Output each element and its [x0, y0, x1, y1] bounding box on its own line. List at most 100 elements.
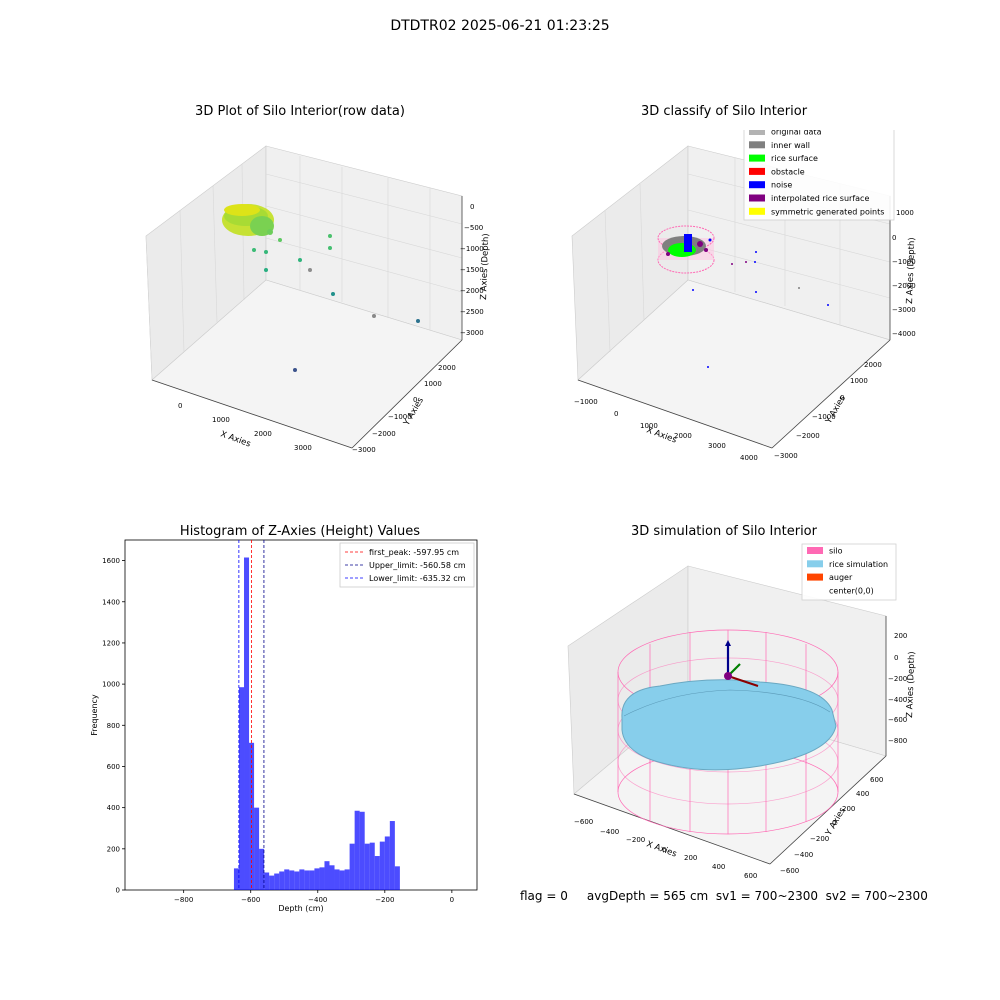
legend-swatch: [749, 130, 765, 135]
panel-2-title: 3D classify of Silo Interior: [640, 104, 808, 119]
histogram-bar: [289, 870, 295, 890]
y-tick-label: 1000: [102, 681, 120, 689]
classified-legend: original data inner wall rice surface obsta…: [743, 130, 895, 221]
x-tick-label: −800: [174, 896, 193, 904]
legend-label: silo: [829, 547, 843, 556]
sim-axis-ticks: −600 −400 −200 0 200 400 600 600 400 200…: [574, 632, 907, 880]
z-tick: 200: [894, 632, 907, 640]
z-tick: −1500: [460, 266, 484, 274]
legend-swatch: [749, 141, 765, 149]
histogram-bar: [339, 870, 345, 890]
z-tick: 0: [894, 654, 898, 662]
z-axis-label: Z Axies (Depth): [479, 233, 491, 300]
histogram-bar: [349, 843, 355, 890]
x-tick: 600: [744, 872, 757, 880]
x-tick: 0: [178, 402, 182, 410]
y-tick-label: 400: [107, 804, 120, 812]
x-tick-label: −600: [241, 896, 260, 904]
legend-swatch: [749, 167, 765, 175]
legend-label: symmetric generated points: [771, 207, 884, 216]
x-tick: 3000: [294, 444, 312, 452]
legend-label: center(0,0): [829, 586, 874, 595]
x-tick: 1000: [640, 422, 658, 430]
y-axis-label: Frequency: [90, 694, 99, 736]
plot-area: [124, 539, 478, 891]
status-footer: flag = 0 avgDepth = 565 cm sv1 = 700~230…: [520, 889, 928, 903]
histogram-bar: [389, 821, 395, 890]
y-tick: −3000: [774, 452, 798, 460]
y-axis-label: Y Axies: [401, 395, 426, 428]
y-tick: −1000: [388, 413, 412, 421]
y-tick: 200: [842, 805, 855, 813]
x-tick: 2000: [674, 432, 692, 440]
z-tick: −4000: [892, 330, 916, 338]
histogram-bar: [334, 869, 340, 890]
histogram-bar: [329, 865, 335, 890]
legend-label: Lower_limit: -635.32 cm: [369, 574, 466, 583]
x-axis-label: X Axies: [219, 429, 252, 449]
z-tick: 1000: [896, 209, 914, 217]
legend-swatch: [749, 154, 765, 162]
y-tick: 400: [856, 790, 869, 798]
histogram-bar: [244, 557, 250, 890]
z-tick: 0: [892, 234, 896, 242]
y-tick: 1000: [850, 377, 868, 385]
raw-axis-ticks: 0 1000 2000 3000 2000 1000 0 −1000 −2000…: [178, 203, 484, 454]
legend-label: rice simulation: [829, 560, 888, 569]
y-tick: 0: [413, 396, 417, 404]
raw-3d-scatter-plot: 0 1000 2000 3000 2000 1000 0 −1000 −2000…: [145, 145, 491, 454]
y-tick: −200: [810, 835, 829, 843]
histogram-bar: [264, 872, 270, 890]
classified-3d-scatter-plot: −1000 0 1000 2000 3000 4000 2000 1000 0 …: [571, 130, 917, 462]
x-tick: 0: [662, 846, 666, 854]
y-tick: −2000: [372, 430, 396, 438]
figure-title: DTDTR02 2025-06-21 01:23:25: [390, 18, 610, 34]
x-tick: 0: [614, 410, 618, 418]
x-tick: 2000: [254, 430, 272, 438]
histogram-bar: [359, 811, 365, 890]
x-tick: 400: [712, 863, 725, 871]
histogram-bar: [254, 807, 260, 890]
y-tick-label: 1400: [102, 598, 120, 606]
z-tick: −600: [888, 716, 907, 724]
auger: [724, 640, 759, 687]
z-tick: −500: [464, 224, 483, 232]
y-tick: −3000: [352, 446, 376, 454]
histogram-bar: [379, 841, 385, 890]
histogram-legend: first_peak: -597.95 cm Upper_limit: -560.…: [339, 542, 475, 588]
panel-3-title: Histogram of Z-Axies (Height) Values: [179, 524, 421, 539]
z-tick: 0: [470, 203, 474, 211]
y-tick-label: 600: [107, 763, 120, 771]
y-tick: 600: [870, 776, 883, 784]
y-tick: 2000: [864, 361, 882, 369]
x-tick: −1000: [574, 398, 598, 406]
x-axis-label: Depth (cm): [278, 904, 323, 913]
y-tick: −1000: [812, 413, 836, 421]
legend-label: first_peak: -597.95 cm: [369, 548, 459, 557]
z-tick: −200: [888, 675, 907, 683]
y-tick: 2000: [438, 364, 456, 372]
y-tick: 0: [840, 394, 844, 402]
histogram-vlines: [238, 540, 265, 890]
z-tick: −800: [888, 737, 907, 745]
x-tick: −200: [626, 836, 645, 844]
z-tick: −1000: [892, 258, 916, 266]
histogram-bar: [374, 856, 380, 890]
y-tick-label: 1200: [102, 639, 120, 647]
histogram-bar: [394, 866, 400, 890]
y-ticks: 0 200 400 600 800 1000 1200 1400 1600: [102, 557, 125, 895]
histogram-bar: [238, 687, 245, 890]
histogram-bar: [274, 873, 280, 890]
legend-swatch: [749, 207, 765, 215]
histogram-bar: [304, 870, 310, 890]
z-tick: −400: [888, 696, 907, 704]
legend-swatch: [807, 547, 823, 554]
y-tick: −400: [794, 851, 813, 859]
y-tick: −2000: [796, 432, 820, 440]
y-tick-label: 200: [107, 845, 120, 853]
x-tick: −400: [600, 828, 619, 836]
simulation-3d-plot: −600 −400 −200 0 200 400 600 600 400 200…: [567, 543, 917, 880]
x-tick: 3000: [708, 442, 726, 450]
histogram-bar: [294, 871, 300, 890]
z-tick: −2000: [892, 282, 916, 290]
